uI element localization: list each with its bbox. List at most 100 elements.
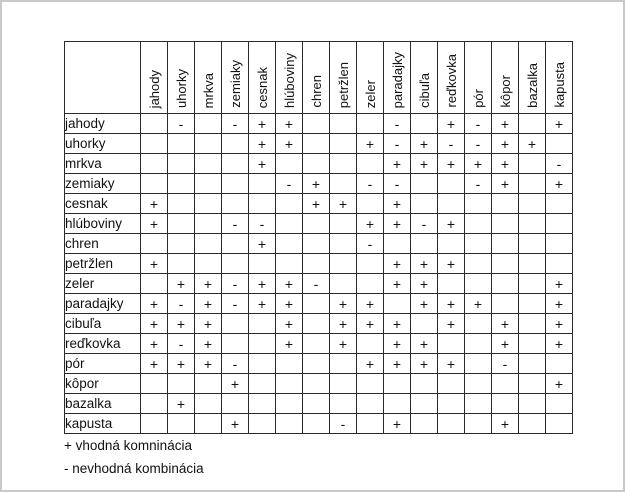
cell-kôpor-kôpor xyxy=(491,373,519,394)
row-header-bazalka: bazalka xyxy=(64,393,141,414)
column-header-label: kapusta xyxy=(551,62,567,108)
cell-zemiaky-chren: + xyxy=(302,173,330,194)
cell-pór-hlúboviny xyxy=(275,353,303,374)
cell-mrkva-hlúboviny xyxy=(275,153,303,174)
table-row-paradajky: paradajky + - + - + + + + + + + + xyxy=(64,293,573,314)
cell-zemiaky-reďkovka xyxy=(437,173,465,194)
cell-zemiaky-uhorky xyxy=(167,173,195,194)
cell-chren-uhorky xyxy=(167,233,195,254)
row-header-uhorky: uhorky xyxy=(64,133,141,154)
cell-hlúboviny-kapusta xyxy=(545,213,573,234)
cell-zemiaky-paradajky: - xyxy=(383,173,411,194)
cell-hlúboviny-reďkovka: + xyxy=(437,213,465,234)
cell-hlúboviny-kôpor xyxy=(491,213,519,234)
cell-bazalka-pór xyxy=(464,393,492,414)
cell-bazalka-zeler xyxy=(356,393,384,414)
column-header-label: kôpor xyxy=(497,75,513,108)
cell-zemiaky-zeler: - xyxy=(356,173,384,194)
cell-cesnak-jahody: + xyxy=(140,193,168,214)
cell-kapusta-chren xyxy=(302,413,330,434)
cell-jahody-reďkovka: + xyxy=(437,113,465,134)
table-row-pór: pór + + + - + + + + - xyxy=(64,353,573,374)
cell-bazalka-paradajky xyxy=(383,393,411,414)
table-row-uhorky: uhorky + + + - + - - + + xyxy=(64,133,573,154)
cell-zeler-zeler xyxy=(356,273,384,294)
cell-zeler-zemiaky: - xyxy=(221,273,249,294)
table-row-cesnak: cesnak + + + + xyxy=(64,193,573,214)
row-header-petržlen: petržlen xyxy=(64,253,141,274)
cell-bazalka-jahody xyxy=(140,393,168,414)
cell-reďkovka-zemiaky xyxy=(221,333,249,354)
column-header-hlúboviny: hlúboviny xyxy=(275,41,303,114)
cell-reďkovka-pór xyxy=(464,333,492,354)
cell-zeler-jahody xyxy=(140,273,168,294)
cell-hlúboviny-jahody: + xyxy=(140,213,168,234)
cell-uhorky-zeler: + xyxy=(356,133,384,154)
cell-reďkovka-hlúboviny: + xyxy=(275,333,303,354)
cell-mrkva-bazalka xyxy=(518,153,546,174)
cell-zeler-kôpor xyxy=(491,273,519,294)
cell-zeler-petržlen xyxy=(329,273,357,294)
cell-cesnak-mrkva xyxy=(194,193,222,214)
cell-chren-pór xyxy=(464,233,492,254)
table-header: jahody uhorky mrkva zemiaky cesnak hlúboviny c… xyxy=(64,41,573,114)
cell-reďkovka-chren xyxy=(302,333,330,354)
cell-reďkovka-cesnak xyxy=(248,333,276,354)
cell-reďkovka-cibuľa: + xyxy=(410,333,438,354)
cell-petržlen-reďkovka: + xyxy=(437,253,465,274)
column-header-jahody: jahody xyxy=(140,41,168,114)
row-header-cesnak: cesnak xyxy=(64,193,141,214)
cell-zemiaky-jahody xyxy=(140,173,168,194)
column-header-label: jahody xyxy=(146,69,162,108)
cell-kôpor-kapusta: + xyxy=(545,373,573,394)
cell-cesnak-paradajky: + xyxy=(383,193,411,214)
column-header-reďkovka: reďkovka xyxy=(437,41,465,114)
cell-zeler-reďkovka xyxy=(437,273,465,294)
cell-pór-cesnak xyxy=(248,353,276,374)
cell-zemiaky-cesnak xyxy=(248,173,276,194)
cell-pór-reďkovka: + xyxy=(437,353,465,374)
row-header-pór: pór xyxy=(64,353,141,374)
cell-mrkva-cesnak: + xyxy=(248,153,276,174)
row-header-kôpor: kôpor xyxy=(64,373,141,394)
cell-reďkovka-mrkva: + xyxy=(194,333,222,354)
cell-bazalka-hlúboviny xyxy=(275,393,303,414)
cell-kapusta-zeler xyxy=(356,413,384,434)
cell-zeler-kapusta: + xyxy=(545,273,573,294)
cell-chren-petržlen xyxy=(329,233,357,254)
cell-zeler-bazalka xyxy=(518,273,546,294)
cell-kapusta-hlúboviny xyxy=(275,413,303,434)
cell-jahody-cibuľa xyxy=(410,113,438,134)
table-row-kapusta: kapusta + - + + xyxy=(64,413,573,434)
cell-mrkva-pór: + xyxy=(464,153,492,174)
cell-zeler-mrkva: + xyxy=(194,273,222,294)
column-header-label: reďkovka xyxy=(443,54,459,108)
cell-hlúboviny-bazalka xyxy=(518,213,546,234)
cell-reďkovka-uhorky: - xyxy=(167,333,195,354)
cell-uhorky-mrkva xyxy=(194,133,222,154)
cell-petržlen-bazalka xyxy=(518,253,546,274)
cell-zemiaky-kôpor: + xyxy=(491,173,519,194)
cell-mrkva-paradajky: + xyxy=(383,153,411,174)
cell-kôpor-cibuľa xyxy=(410,373,438,394)
cell-jahody-hlúboviny: + xyxy=(275,113,303,134)
cell-zemiaky-mrkva xyxy=(194,173,222,194)
column-header-label: paradajky xyxy=(389,51,405,108)
cell-cesnak-zemiaky xyxy=(221,193,249,214)
cell-zeler-cibuľa: + xyxy=(410,273,438,294)
cell-kôpor-bazalka xyxy=(518,373,546,394)
cell-pór-mrkva: + xyxy=(194,353,222,374)
row-header-reďkovka: reďkovka xyxy=(64,333,141,354)
cell-cibuľa-zeler: + xyxy=(356,313,384,334)
cell-kapusta-reďkovka xyxy=(437,413,465,434)
cell-kôpor-jahody xyxy=(140,373,168,394)
cell-kôpor-mrkva xyxy=(194,373,222,394)
column-header-chren: chren xyxy=(302,41,330,114)
cell-paradajky-mrkva: + xyxy=(194,293,222,314)
cell-hlúboviny-pór xyxy=(464,213,492,234)
row-header-zemiaky: zemiaky xyxy=(64,173,141,194)
cell-mrkva-reďkovka: + xyxy=(437,153,465,174)
cell-cibuľa-hlúboviny: + xyxy=(275,313,303,334)
cell-petržlen-jahody: + xyxy=(140,253,168,274)
cell-hlúboviny-mrkva xyxy=(194,213,222,234)
